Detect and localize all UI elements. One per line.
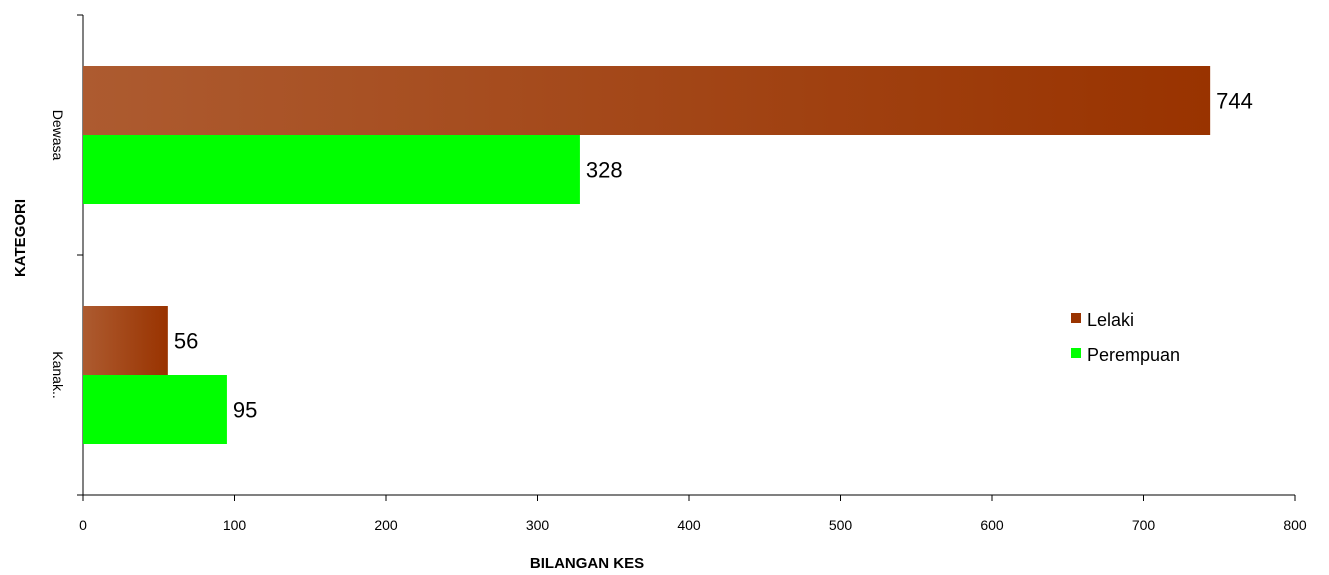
legend: Lelaki Perempuan: [1071, 310, 1180, 365]
legend-swatch-lelaki: [1071, 313, 1081, 323]
data-label: 744: [1216, 89, 1253, 114]
data-labels: 744 328 56 95: [174, 89, 1253, 423]
x-tick-label: 500: [829, 517, 853, 533]
x-tick-label: 0: [79, 517, 87, 533]
x-tick-label: 100: [223, 517, 247, 533]
bar-perempuan: [83, 135, 580, 204]
y-axis-title: KATEGORI: [12, 199, 29, 277]
x-axis-title: BILANGAN KES: [530, 555, 644, 572]
legend-label-perempuan: Perempuan: [1087, 345, 1180, 365]
legend-label-lelaki: Lelaki: [1087, 310, 1134, 330]
legend-swatch-perempuan: [1071, 348, 1081, 358]
data-label: 56: [174, 329, 198, 354]
bar-lelaki: [83, 66, 1211, 135]
x-tick-label: 300: [526, 517, 550, 533]
bar-lelaki: [83, 306, 168, 375]
x-tick-label: 400: [677, 517, 701, 533]
axes: 0 100 200 300 400 500 600 700 800 Dewasa Kanak..: [50, 14, 1307, 533]
x-tick-label: 700: [1132, 517, 1156, 533]
data-label: 328: [586, 158, 623, 183]
data-label: 95: [233, 398, 257, 423]
x-tick-label: 600: [980, 517, 1004, 533]
x-tick-label: 200: [374, 517, 398, 533]
bar-perempuan: [83, 375, 227, 444]
x-tick-label: 800: [1283, 517, 1307, 533]
category-label: Kanak..: [50, 351, 66, 398]
bars: [83, 66, 1211, 444]
category-label: Dewasa: [50, 110, 66, 161]
